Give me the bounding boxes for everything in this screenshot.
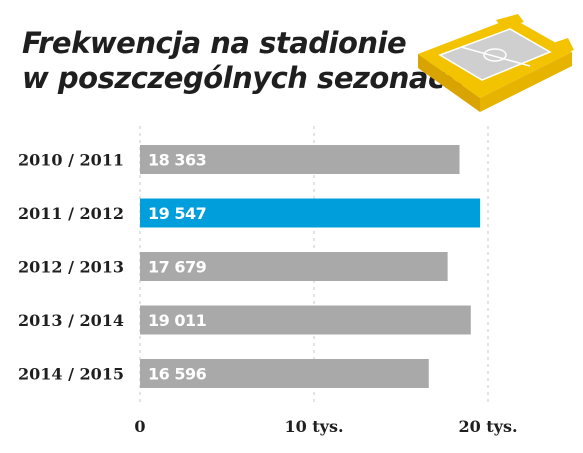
bar [140, 359, 429, 388]
x-tick-label: 20 tys. [458, 417, 517, 436]
category-label: 2010 / 2011 [18, 151, 124, 170]
bar [140, 145, 460, 174]
value-label: 18 363 [148, 151, 206, 170]
value-label: 16 596 [148, 365, 207, 384]
stadium-icon [418, 14, 574, 112]
chart-title-line-2: w poszczególnych sezonach: [22, 61, 476, 95]
value-label: 17 679 [148, 258, 207, 277]
chart-title: Frekwencja na stadionie w poszczególnych… [22, 26, 476, 96]
category-label: 2011 / 2012 [18, 204, 124, 223]
value-label: 19 547 [148, 204, 206, 223]
x-tick-label: 0 [134, 417, 145, 436]
category-label: 2012 / 2013 [18, 258, 124, 277]
category-label: 2013 / 2014 [18, 311, 124, 330]
bar [140, 198, 481, 228]
x-tick-label: 10 tys. [284, 417, 343, 436]
value-label: 19 011 [148, 311, 207, 330]
chart-title-line-1: Frekwencja na stadionie [22, 26, 407, 60]
category-label: 2014 / 2015 [18, 365, 124, 384]
bar [140, 252, 448, 281]
bar [140, 305, 471, 335]
